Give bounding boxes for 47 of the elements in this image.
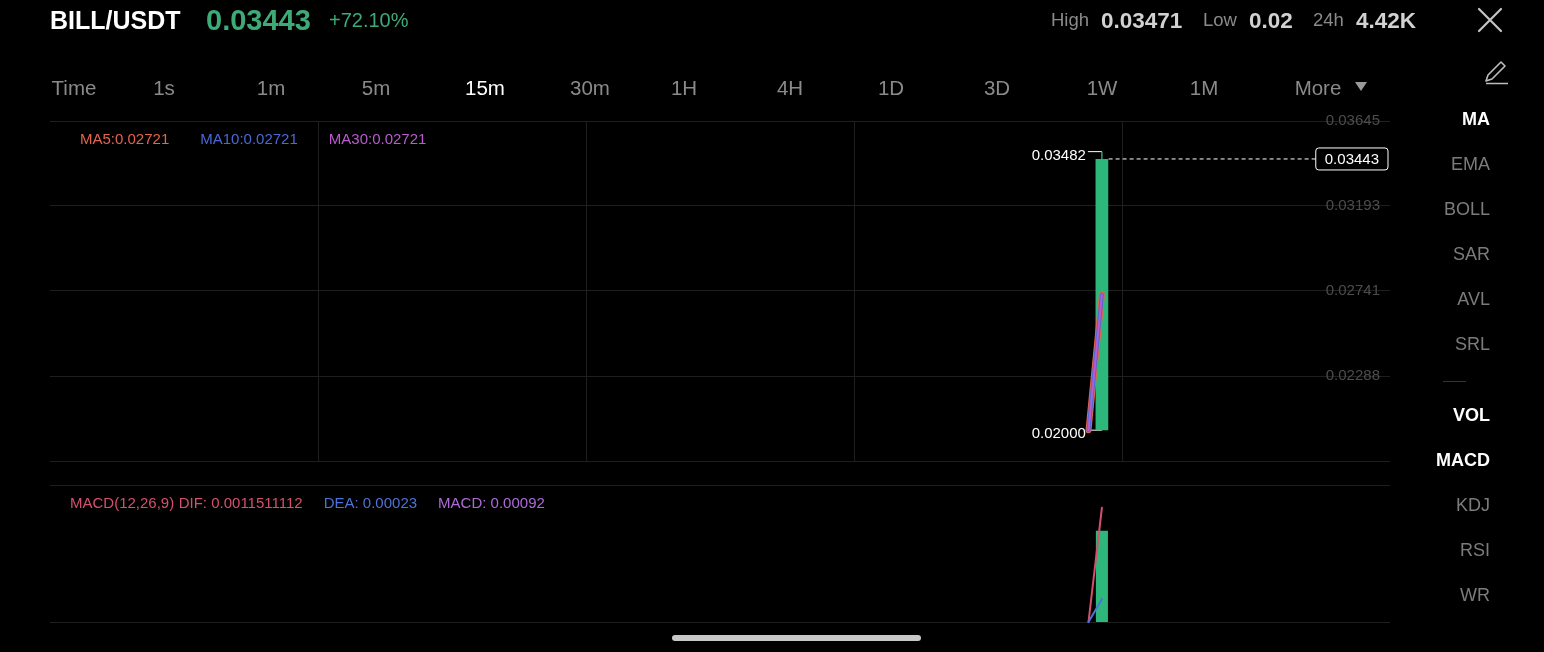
annotation: 0.03482 <box>1031 145 1086 163</box>
y-tick-label: 0.02741 <box>1325 281 1380 299</box>
text: 0.03471 <box>1101 6 1183 34</box>
text: More <box>1294 75 1342 101</box>
text: MA30:0.02721 <box>328 130 427 147</box>
y-tick-label: 0.03193 <box>1325 196 1380 214</box>
text: 0.03443 <box>206 2 311 38</box>
text: 4.42K <box>1356 6 1417 34</box>
text: MA10:0.02721 <box>200 130 298 147</box>
annotation: MACD: 0.00092 <box>438 494 545 511</box>
text: 4H <box>776 75 804 101</box>
text: DIF: 0.0011511112 <box>178 494 303 511</box>
chart-title: MACD(12,26,9) <box>70 494 175 511</box>
text: BOLL <box>1443 199 1490 221</box>
text: 0.02 <box>1249 6 1293 34</box>
y-tick-label: 0.02288 <box>1325 366 1380 384</box>
text: 1H <box>670 75 698 101</box>
text: 15m <box>465 75 505 101</box>
text: 5m <box>361 75 391 101</box>
chart-title: BILL/USDT <box>50 5 181 35</box>
text: High <box>1051 8 1090 32</box>
text: EMA <box>1450 154 1490 176</box>
text: SRL <box>1454 334 1490 356</box>
text: WR <box>1460 585 1490 607</box>
annotation: 0.02000 <box>1031 424 1086 442</box>
text: MA5:0.02721 <box>80 130 170 147</box>
text: MA <box>1462 109 1490 131</box>
text: 3D <box>983 75 1011 101</box>
text: DEA: 0.00023 <box>323 494 418 511</box>
text: SAR <box>1452 244 1490 266</box>
text: KDJ <box>1455 495 1490 517</box>
text: +72.10% <box>329 8 409 32</box>
text: 1m <box>256 75 286 101</box>
ref-line-label: 0.03443 <box>1324 150 1380 168</box>
text: VOL <box>1452 405 1490 427</box>
y-tick-label: 0.03645 <box>1325 111 1380 129</box>
text: MACD <box>1436 450 1490 472</box>
text: 30m <box>570 75 610 101</box>
text: 24h <box>1313 8 1344 32</box>
text: RSI <box>1459 540 1490 562</box>
text: AVL <box>1457 289 1490 311</box>
text: Time <box>51 75 97 101</box>
text: Low <box>1203 8 1237 32</box>
text: 1D <box>877 75 905 101</box>
text: 1M <box>1189 75 1219 101</box>
text: 1s <box>153 75 175 101</box>
text: 1W <box>1086 75 1118 101</box>
